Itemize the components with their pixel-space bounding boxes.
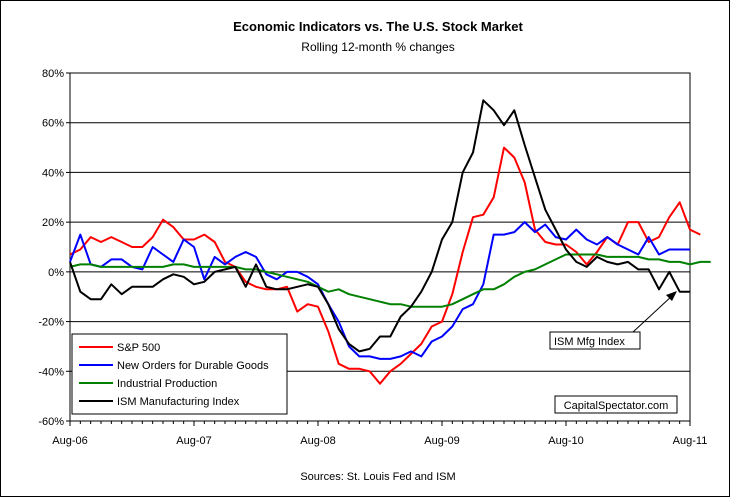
y-tick-label: -60% bbox=[38, 416, 64, 428]
legend-label-ism: ISM Manufacturing Index bbox=[117, 396, 240, 408]
legend-label-sp500: S&P 500 bbox=[117, 342, 160, 354]
ism-annotation: ISM Mfg Index bbox=[549, 291, 677, 350]
ism-annotation-label: ISM Mfg Index bbox=[554, 336, 625, 348]
y-tick-label: 0% bbox=[48, 267, 64, 279]
series-line-1 bbox=[69, 221, 690, 360]
ism-annotation-arrow bbox=[632, 294, 674, 333]
x-tick-label: Aug-06 bbox=[52, 435, 87, 447]
series-line-2 bbox=[69, 253, 711, 308]
y-tick-label: 80% bbox=[42, 68, 64, 80]
y-tick-label: -40% bbox=[38, 366, 64, 378]
series-line-3 bbox=[69, 99, 690, 353]
x-tick-label: Aug-08 bbox=[300, 435, 335, 447]
y-tick-label: 20% bbox=[42, 217, 64, 229]
x-axis-ticks: Aug-06 Aug-07 Aug-08 Aug-09 Aug-10 Aug-11 bbox=[52, 421, 707, 447]
watermark-text: CapitalSpectator.com bbox=[564, 400, 669, 412]
y-tick-label: -20% bbox=[38, 317, 64, 329]
legend: S&P 500 New Orders for Durable Goods Ind… bbox=[71, 333, 288, 415]
x-tick-label: Aug-10 bbox=[548, 435, 583, 447]
source-note: Sources: St. Louis Fed and ISM bbox=[300, 471, 455, 483]
watermark-box bbox=[554, 395, 678, 414]
legend-label-durable-goods: New Orders for Durable Goods bbox=[117, 360, 269, 372]
chart-subtitle: Rolling 12-month % changes bbox=[301, 40, 454, 54]
series-lines bbox=[69, 99, 711, 385]
x-tick-label: Aug-09 bbox=[424, 435, 459, 447]
x-tick-label: Aug-11 bbox=[673, 435, 708, 447]
watermark: CapitalSpectator.com bbox=[554, 395, 678, 414]
ism-annotation-arrowhead bbox=[666, 291, 677, 301]
y-axis-ticks: 80% 60% 40% 20% 0% -20% -40% -60% bbox=[38, 68, 70, 428]
legend-label-industrial-production: Industrial Production bbox=[117, 378, 217, 390]
chart-title: Economic Indicators vs. The U.S. Stock M… bbox=[233, 19, 523, 34]
y-tick-label: 60% bbox=[42, 118, 64, 130]
y-tick-label: 40% bbox=[42, 167, 64, 179]
x-tick-label: Aug-07 bbox=[176, 435, 211, 447]
ism-annotation-box bbox=[549, 331, 641, 350]
